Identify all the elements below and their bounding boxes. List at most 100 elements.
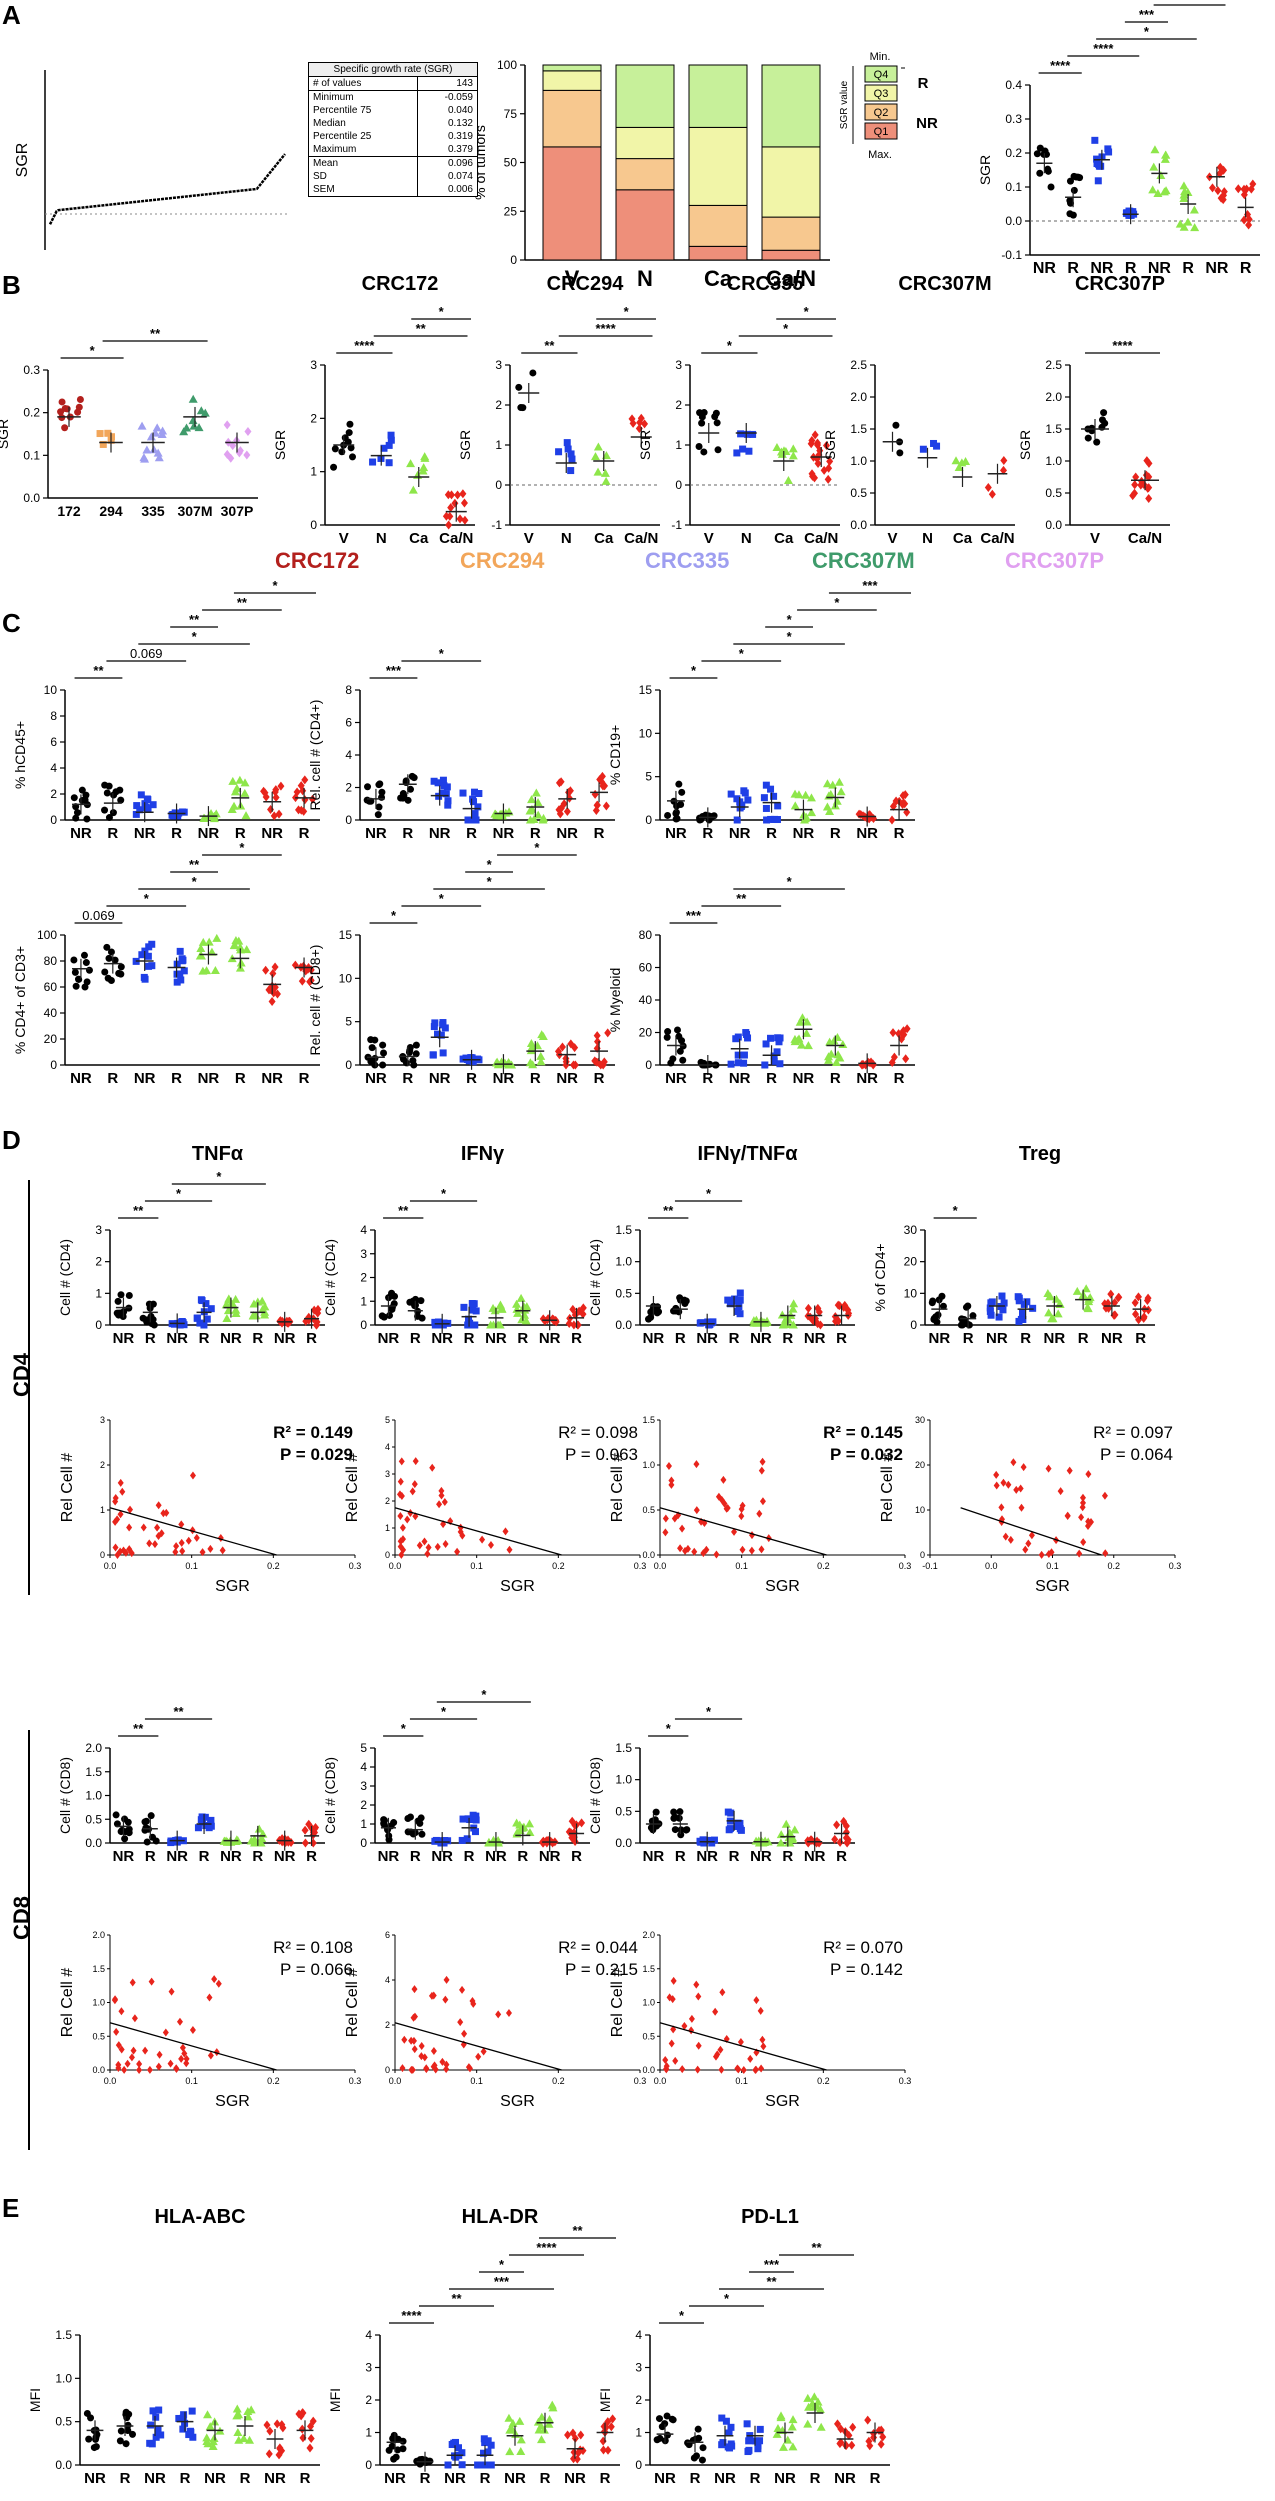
data-point [243,450,251,460]
x-tick-label: NR [856,1070,878,1087]
data-point [558,1042,566,1052]
significance-label: * [787,629,793,644]
data-point [728,2442,736,2450]
data-point [778,1320,788,1329]
x-tick-label: NR [84,2470,106,2487]
data-point [470,1300,478,1308]
data-point [734,1059,742,1067]
data-point [80,951,88,959]
y-tick-label: 2.5 [1045,358,1062,372]
data-point [739,1545,746,1554]
data-point [797,1040,807,1049]
data-point [673,1306,681,1314]
x-tick-label: 0.2 [817,1561,830,1571]
data-point [652,1808,660,1816]
data-point [142,803,150,811]
data-point [241,811,251,820]
data-point [455,2444,463,2452]
x-tick-label: N [741,530,752,547]
data-point [434,779,442,787]
data-point [311,1824,319,1834]
data-point [398,1491,405,1500]
x-tick-label: NR [804,1848,826,1865]
panel-label-d: D [2,1125,21,1155]
data-point [569,2428,577,2438]
stacked-bar-segment [542,146,602,261]
data-point [408,2036,415,2045]
y-tick-label: -1 [491,518,502,532]
significance-label: ** [544,338,555,353]
data-point [305,1315,313,1325]
data-point [157,430,167,439]
data-point [807,439,815,449]
data-point [313,1317,321,1327]
x-tick-label: R [120,2470,131,2487]
data-point [602,801,610,811]
data-point [211,1975,218,1984]
data-point [502,1527,509,1536]
significance-label: * [804,304,810,319]
data-point [124,2059,131,2068]
x-tick-label: 0.0 [985,1561,998,1571]
x-tick-label: 0.1 [1046,1561,1059,1571]
data-point [564,2430,572,2440]
y-tick-label: 0.5 [85,1812,102,1826]
data-point [747,2054,754,2063]
y-tick-label: 80 [44,954,58,968]
data-point [822,441,830,451]
data-point [298,976,306,986]
data-point [682,1546,689,1555]
data-point [117,963,125,971]
p-value-label: P = 0.064 [1100,1445,1173,1464]
data-point [1114,1293,1122,1303]
data-point [1101,1491,1108,1500]
data-point [137,791,145,799]
x-tick-label: 0.0 [389,1561,402,1571]
x-tick-label: R [252,1330,263,1347]
x-tick-label: Ca/N [439,530,473,547]
data-point [155,2062,162,2071]
data-point [235,775,245,784]
data-point [736,1289,744,1297]
data-point [1093,438,1101,446]
data-point [125,2410,133,2418]
data-point [727,1060,735,1068]
data-point [131,2014,138,2023]
y-tick-label: -1 [671,518,682,532]
data-point [406,1813,414,1821]
data-point [1048,1548,1055,1557]
data-point [844,1835,852,1845]
x-axis-label: SGR [215,2093,250,2110]
data-point [591,1056,599,1066]
data-point [408,2065,415,2074]
y-tick-label: 0 [385,1550,390,1560]
data-point [703,1545,710,1554]
data-point [1208,183,1216,193]
data-point [745,2437,753,2445]
x-tick-label: NR [444,2470,466,2487]
y-tick-label: 0.5 [92,2031,105,2041]
data-point [471,1828,479,1836]
data-point [669,1995,676,2004]
data-point [693,1506,700,1515]
data-point [816,2422,826,2431]
data-point [243,2412,253,2421]
x-tick-label: NR [113,1330,135,1347]
data-point [803,1041,813,1050]
data-point [130,2046,137,2055]
data-point [71,968,79,976]
data-point [1216,162,1224,172]
data-point [531,788,541,797]
data-point [475,790,483,798]
r-squared-label: R² = 0.108 [273,1938,353,1957]
x-tick-label: NR [429,1070,451,1087]
y-tick-label: 30 [904,1223,918,1237]
significance-label: ** [663,1203,674,1218]
data-point [438,1486,445,1495]
data-point [822,779,832,788]
data-point [144,952,152,960]
data-point [592,805,600,815]
data-point [1070,186,1078,194]
data-point [149,2407,157,2415]
data-point [698,419,706,427]
